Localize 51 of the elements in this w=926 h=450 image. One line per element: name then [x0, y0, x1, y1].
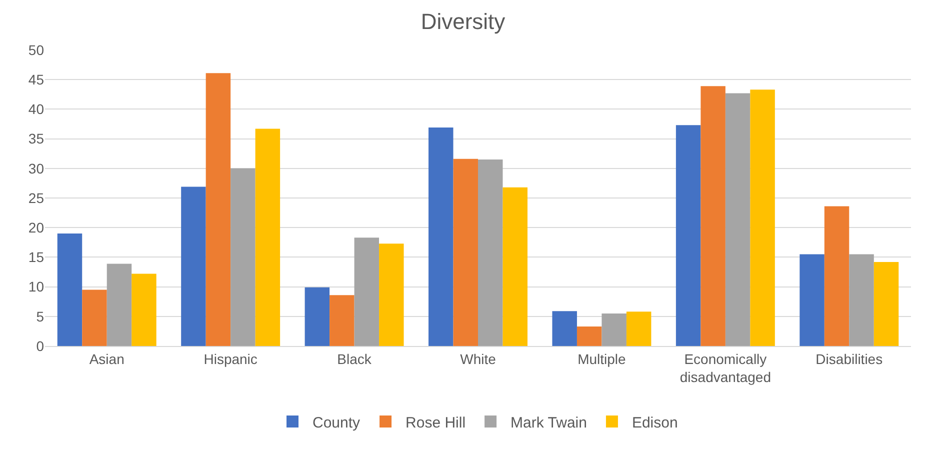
bar: [700, 86, 726, 346]
bar: [330, 295, 354, 346]
bar: [354, 238, 380, 346]
bar: [676, 125, 701, 346]
bar: [626, 312, 652, 346]
bar: [181, 186, 206, 346]
bar: [552, 311, 577, 346]
x-tick-label: Hispanic: [204, 350, 258, 367]
bar: [725, 93, 750, 346]
legend-label: County: [312, 414, 361, 432]
y-tick-label: 15: [28, 249, 44, 266]
x-tick-label: Disabilities: [816, 350, 883, 367]
y-tick-label: 45: [28, 72, 44, 88]
y-tick-label: 50: [28, 42, 44, 58]
y-tick-label: 25: [28, 190, 44, 206]
bar: [304, 287, 330, 346]
bar: [379, 244, 404, 346]
bar: [230, 168, 256, 346]
bar: [478, 160, 503, 346]
y-tick-label: 30: [28, 160, 44, 176]
chart-title: Diversity: [420, 8, 506, 34]
y-tick-label: 20: [28, 220, 44, 236]
x-tick-label: Black: [337, 350, 372, 367]
bar: [132, 274, 156, 346]
bar: [849, 254, 874, 346]
x-tick-label: Asian: [89, 350, 124, 367]
legend-label: Rose Hill: [406, 414, 466, 432]
bar: [824, 206, 850, 346]
legend-label: Mark Twain: [510, 414, 587, 432]
bar: [255, 128, 280, 346]
bar: [750, 90, 775, 346]
y-tick-label: 10: [28, 278, 44, 295]
x-tick-label: Economically disadvantaged: [680, 350, 771, 385]
bar: [874, 262, 899, 346]
y-tick-label: 0: [36, 338, 44, 354]
legend-label: Edison: [632, 414, 678, 432]
y-tick-label: 5: [36, 308, 44, 324]
bar: [502, 187, 528, 346]
bar: [106, 264, 132, 346]
bar: [428, 128, 454, 346]
bar: [82, 290, 107, 346]
x-tick-label: Multiple: [578, 350, 626, 367]
y-tick-label: 40: [28, 101, 44, 118]
bar: [57, 234, 82, 346]
bar: [800, 254, 824, 346]
bar: [206, 73, 231, 346]
y-tick-label: 35: [28, 130, 44, 147]
bar: [453, 158, 478, 346]
bar: [602, 313, 626, 346]
x-tick-label: White: [460, 350, 496, 367]
bar: [576, 326, 602, 346]
